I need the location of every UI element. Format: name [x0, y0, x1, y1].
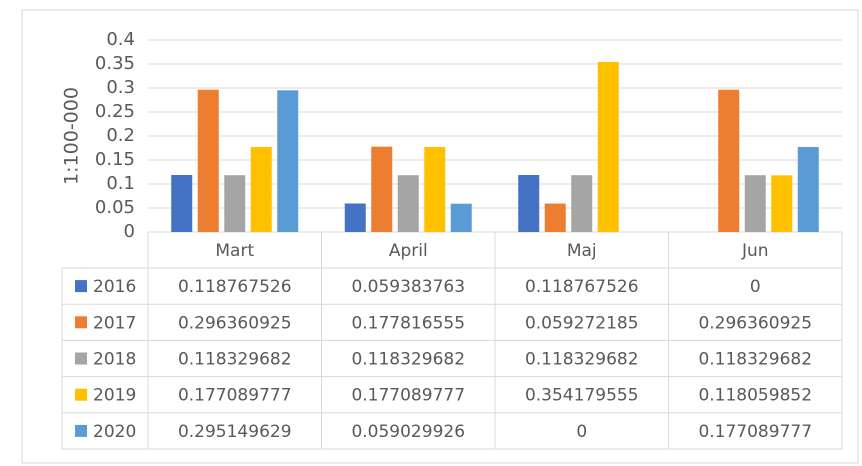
- table-cell: 0.296360925: [698, 313, 812, 333]
- y-tick-label: 0.2: [106, 125, 135, 146]
- table-cell: 0: [576, 422, 587, 442]
- legend-label: 2017: [93, 313, 136, 333]
- chart-area: [21, 9, 859, 464]
- legend-key: [75, 316, 87, 329]
- table-cell: 0.118329682: [351, 350, 465, 370]
- table-cell: 0.118059852: [698, 386, 812, 406]
- table-cell: 0.118767526: [178, 277, 292, 297]
- bar: [450, 203, 472, 232]
- y-tick-label: 0.15: [95, 149, 135, 170]
- legend-label: 2019: [93, 386, 136, 406]
- y-axis-label: 1:100-000: [61, 87, 83, 185]
- table-cell: 0.118329682: [698, 350, 812, 370]
- bar: [718, 89, 740, 232]
- legend-label: 2020: [93, 422, 136, 442]
- legend-key: [75, 352, 87, 365]
- bar: [771, 175, 793, 232]
- bar: [518, 174, 540, 232]
- bar: [171, 174, 193, 232]
- bar: [797, 146, 819, 232]
- y-tick-label: 0.35: [95, 53, 135, 74]
- table-cell: 0.059029926: [351, 422, 465, 442]
- x-tick-label: Jun: [741, 241, 769, 261]
- table-cell: 0.177089777: [698, 422, 812, 442]
- table-cell: 0.177816555: [351, 313, 465, 333]
- legend-label: 2016: [93, 277, 136, 297]
- bar: [224, 175, 246, 232]
- table-cell: 0: [750, 277, 761, 297]
- x-tick-label: Maj: [567, 241, 597, 261]
- table-cell: 0.177089777: [178, 386, 292, 406]
- bar: [371, 146, 393, 232]
- table-cell: 0.059383763: [351, 277, 465, 297]
- table-cell: 0.118329682: [525, 350, 639, 370]
- bar: [277, 90, 299, 232]
- bar: [571, 175, 593, 232]
- legend-label: 2018: [93, 350, 136, 370]
- legend-key: [75, 424, 87, 437]
- bar: [544, 203, 566, 232]
- y-tick-label: 0.4: [106, 29, 135, 50]
- table-cell: 0.059272185: [525, 313, 639, 333]
- table-cell: 0.118767526: [525, 277, 639, 297]
- x-tick-label: April: [389, 241, 428, 261]
- x-tick-label: Mart: [215, 241, 254, 261]
- y-tick-label: 0.05: [95, 197, 135, 218]
- table-cell: 0.118329682: [178, 350, 292, 370]
- y-tick-label: 0.3: [106, 77, 135, 98]
- bar: [344, 203, 366, 232]
- bar: [197, 89, 219, 232]
- table-cell: 0.295149629: [178, 422, 292, 442]
- y-tick-label: 0.25: [95, 101, 135, 122]
- bar: [424, 146, 446, 232]
- y-tick-label: 0: [124, 221, 135, 242]
- bar: [250, 146, 272, 232]
- table-cell: 0.177089777: [351, 386, 465, 406]
- bar: [397, 175, 419, 232]
- legend-key: [75, 388, 87, 401]
- bar: [597, 61, 619, 233]
- bar: [744, 175, 766, 232]
- table-cell: 0.354179555: [525, 386, 639, 406]
- y-tick-label: 0.1: [106, 173, 135, 194]
- legend-key: [75, 280, 87, 293]
- table-cell: 0.296360925: [178, 313, 292, 333]
